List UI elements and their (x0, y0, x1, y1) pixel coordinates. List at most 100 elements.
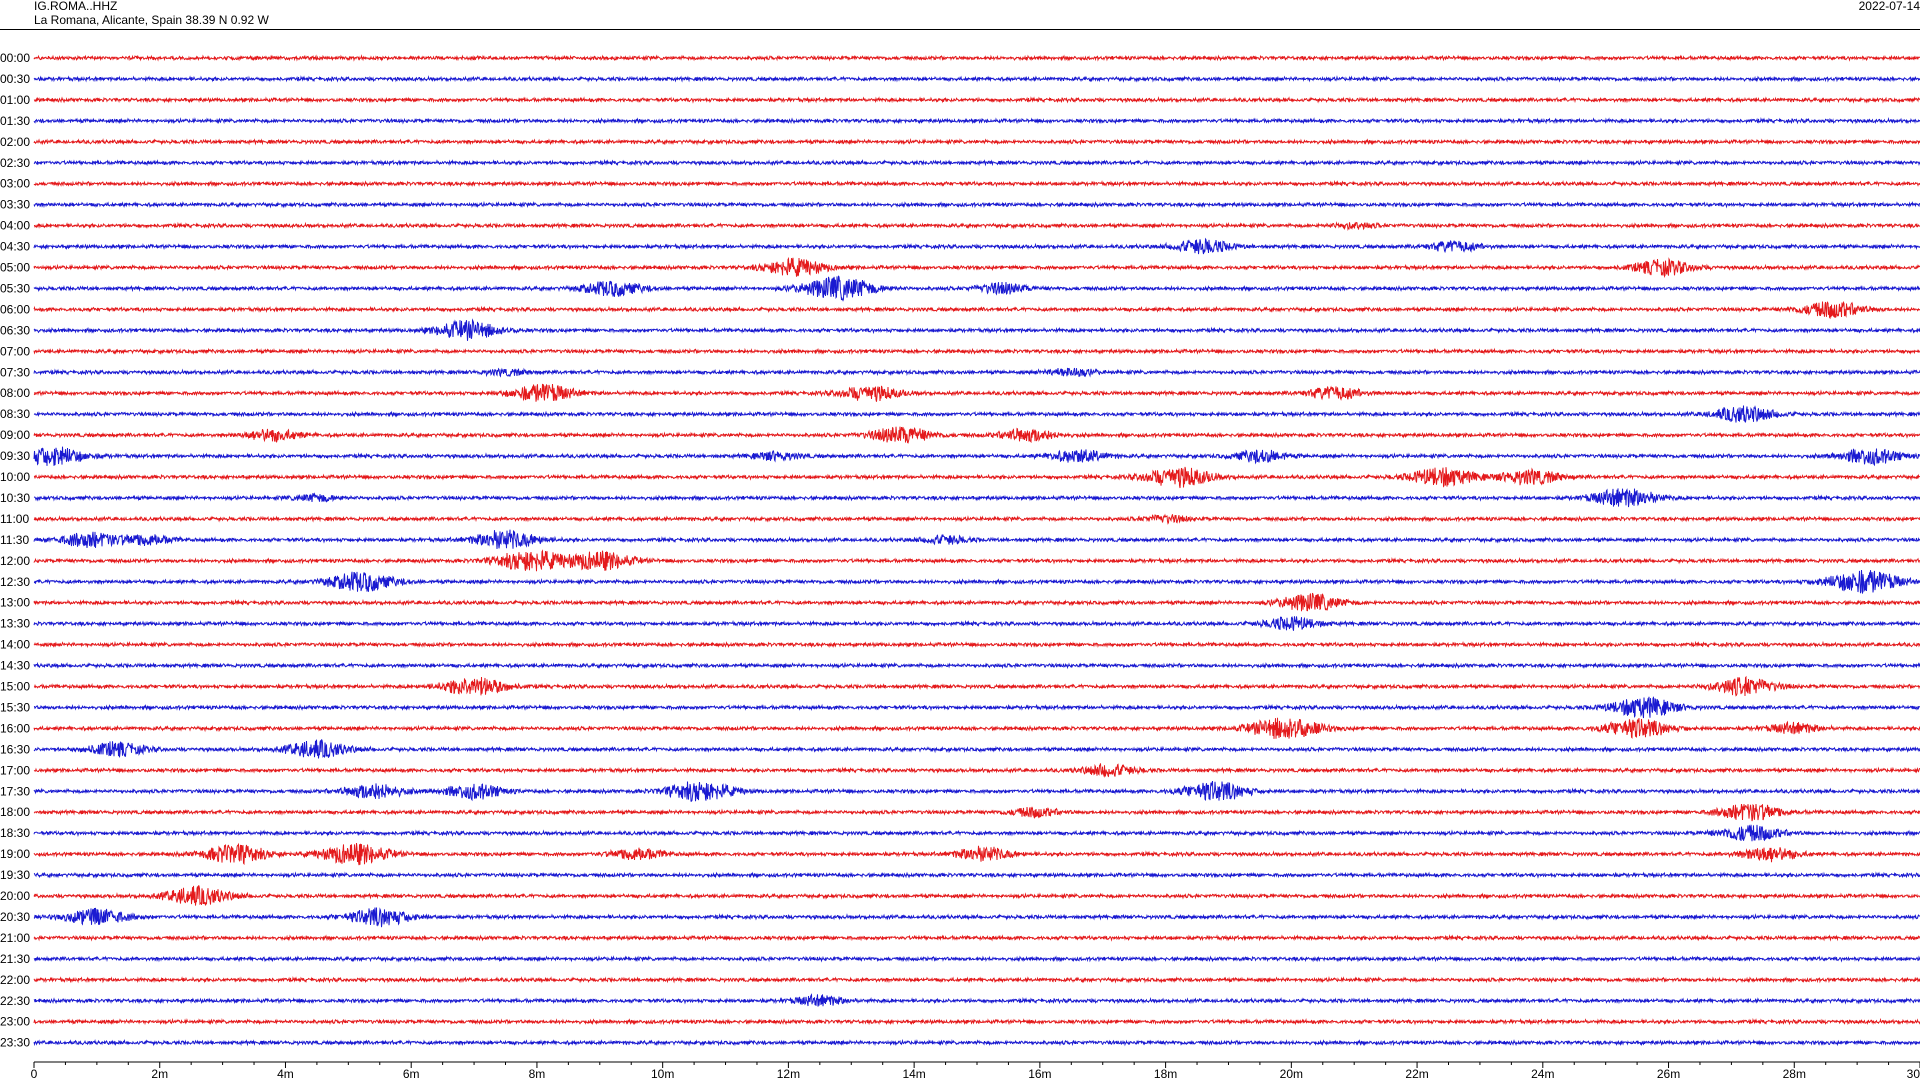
row-label: 09:30 (0, 449, 30, 463)
trace-line (33, 871, 1920, 879)
trace-line (33, 739, 1920, 759)
x-tick-label: 8m (529, 1067, 546, 1080)
trace-line (33, 347, 1920, 356)
trace-line (33, 993, 1920, 1007)
row-label: 16:00 (0, 721, 30, 735)
x-tick-label: 16m (1028, 1067, 1051, 1080)
row-label: 05:00 (0, 261, 30, 275)
x-tick-label: 28m (1783, 1067, 1806, 1080)
trace-line (33, 367, 1920, 378)
header-divider (0, 29, 1920, 30)
row-label: 08:30 (0, 407, 30, 421)
trace-line (33, 640, 1920, 649)
row-label: 04:30 (0, 240, 30, 254)
row-label: 18:00 (0, 805, 30, 819)
row-label: 04:00 (0, 219, 30, 233)
x-tick-label: 10m (651, 1067, 674, 1080)
x-tick-label: 18m (1154, 1067, 1177, 1080)
trace-line (33, 158, 1920, 167)
trace-line (33, 549, 1920, 572)
trace-line (33, 75, 1920, 83)
trace-line (33, 934, 1920, 942)
x-tick-label: 30 (1907, 1067, 1920, 1080)
seismic-traces (33, 54, 1920, 1047)
row-label: 06:30 (0, 323, 30, 337)
x-tick-label: 22m (1405, 1067, 1428, 1080)
row-label: 18:30 (0, 826, 30, 840)
row-label: 01:00 (0, 93, 30, 107)
row-label: 14:30 (0, 659, 30, 673)
row-label: 22:30 (0, 994, 30, 1008)
trace-line (33, 675, 1920, 697)
trace-line (33, 179, 1920, 188)
row-label: 15:00 (0, 680, 30, 694)
trace-line (33, 696, 1920, 719)
row-label: 17:00 (0, 763, 30, 777)
trace-line (33, 616, 1920, 631)
row-label: 00:00 (0, 51, 30, 65)
trace-line (33, 221, 1920, 232)
row-label: 13:00 (0, 596, 30, 610)
trace-line (33, 661, 1920, 670)
trace-line (33, 318, 1920, 341)
trace-line (33, 54, 1920, 62)
trace-line (33, 96, 1920, 104)
x-tick-label: 24m (1531, 1067, 1554, 1080)
row-label: 05:30 (0, 281, 30, 295)
trace-line (33, 383, 1920, 402)
station-code: IG.ROMA..HHZ (34, 0, 118, 13)
row-label: 12:00 (0, 554, 30, 568)
row-label: 02:00 (0, 135, 30, 149)
plot-date: 2022-07-14 (1858, 0, 1920, 13)
trace-line (33, 300, 1920, 320)
row-label: 11:30 (0, 533, 29, 547)
x-tick-label: 0 (31, 1067, 38, 1080)
row-label: 20:30 (0, 910, 30, 924)
trace-line (33, 117, 1920, 125)
row-label: 03:00 (0, 177, 30, 191)
row-label: 10:00 (0, 470, 30, 484)
trace-line (33, 763, 1920, 778)
trace-line (33, 138, 1920, 146)
row-label: 20:00 (0, 889, 30, 903)
row-label: 23:00 (0, 1015, 30, 1029)
row-label: 06:00 (0, 302, 30, 316)
trace-line (33, 780, 1920, 802)
trace-line (33, 885, 1920, 906)
trace-line (33, 446, 1920, 467)
trace-line (33, 405, 1920, 423)
trace-line (33, 842, 1920, 866)
row-label: 10:30 (0, 491, 30, 505)
trace-line (33, 592, 1920, 612)
trace-line (33, 955, 1920, 963)
x-tick-label: 26m (1657, 1067, 1680, 1080)
trace-line (33, 975, 1920, 984)
x-tick-label: 12m (777, 1067, 800, 1080)
trace-line (33, 200, 1920, 209)
trace-line (33, 256, 1920, 279)
trace-line (33, 237, 1920, 255)
row-label: 22:00 (0, 973, 30, 987)
trace-line (33, 275, 1920, 302)
row-label: 19:00 (0, 847, 30, 861)
trace-line (33, 824, 1920, 842)
trace-line (33, 466, 1920, 489)
row-label: 11:00 (0, 512, 29, 526)
row-label: 12:30 (0, 575, 30, 589)
x-tick-label: 4m (277, 1067, 294, 1080)
row-label: 07:00 (0, 344, 30, 358)
trace-line (33, 488, 1920, 508)
row-label: 08:00 (0, 386, 30, 400)
x-tick-label: 20m (1280, 1067, 1303, 1080)
trace-line (33, 717, 1920, 739)
row-label: 01:30 (0, 114, 30, 128)
row-label: 16:30 (0, 742, 30, 756)
x-tick-label: 14m (902, 1067, 925, 1080)
trace-line (33, 1017, 1920, 1026)
trace-line (33, 529, 1920, 549)
x-tick-label: 6m (403, 1067, 420, 1080)
row-label: 17:30 (0, 784, 30, 798)
row-label: 15:30 (0, 700, 30, 714)
x-tick-label: 2m (151, 1067, 168, 1080)
trace-line (33, 803, 1920, 822)
